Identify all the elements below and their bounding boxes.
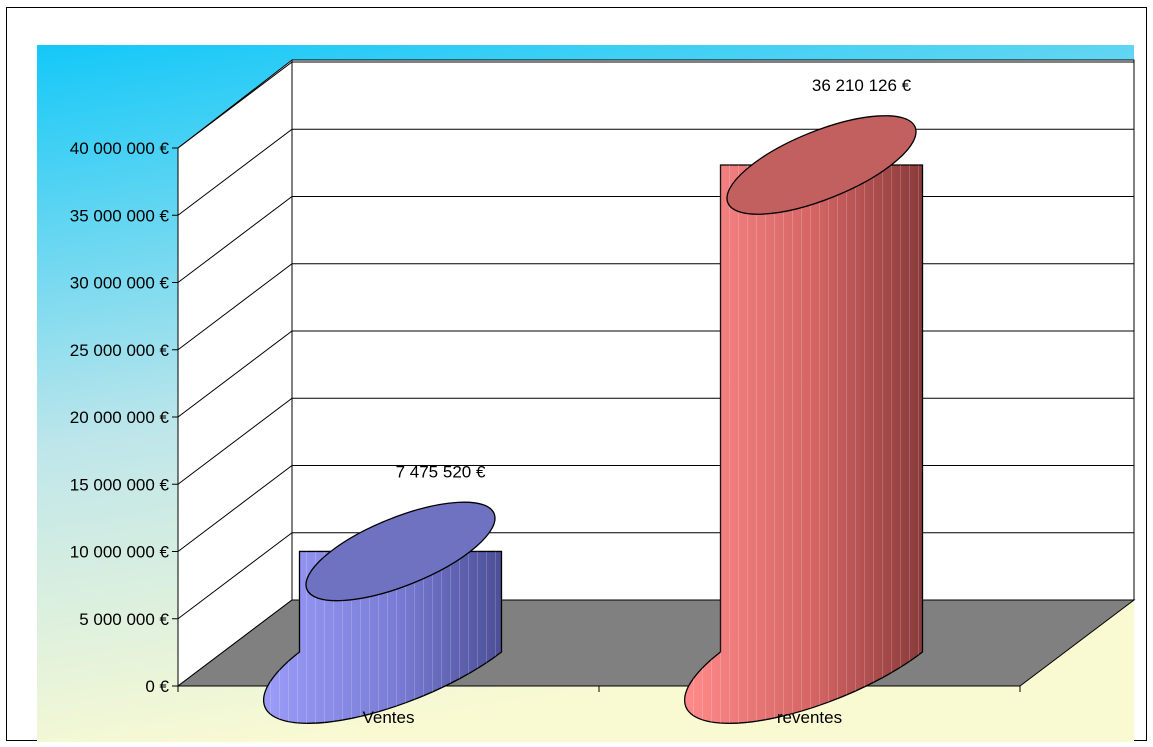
gridline: [177, 61, 1134, 149]
y-tick-label: 15 000 000 €: [70, 475, 170, 494]
bar-top: [305, 501, 496, 602]
y-tick-label: 30 000 000 €: [70, 274, 170, 293]
x-axis-labels: Ventes reventes: [363, 708, 843, 727]
y-tick-label: 20 000 000 €: [70, 408, 170, 427]
bar-shading: [684, 164, 923, 724]
bars: [262, 115, 924, 724]
data-labels: 7 475 520 € 36 210 126 €: [396, 76, 912, 481]
x-category-label: Ventes: [363, 708, 415, 727]
x-category-label: reventes: [777, 708, 842, 727]
bar-top-shade: [726, 115, 917, 215]
bar-top-shade: [305, 502, 496, 601]
y-tick-label: 25 000 000 €: [70, 341, 170, 360]
side-wall: [177, 58, 293, 688]
y-axis-labels: 0 € 5 000 000 € 10 000 000 € 15 000 000 € 20…: [70, 139, 170, 696]
data-label: 7 475 520 €: [396, 462, 486, 481]
y-tick-label: 40 000 000 €: [70, 139, 170, 158]
y-tick-label: 5 000 000 €: [79, 610, 169, 629]
bar-reventes: [683, 115, 924, 724]
bar-ventes: [262, 501, 503, 724]
y-tick-label: 0 €: [145, 677, 169, 696]
data-label: 36 210 126 €: [812, 76, 912, 95]
y-tick-label: 35 000 000 €: [70, 206, 170, 225]
bar-top: [726, 115, 917, 215]
y-tick-label: 10 000 000 €: [70, 543, 170, 562]
